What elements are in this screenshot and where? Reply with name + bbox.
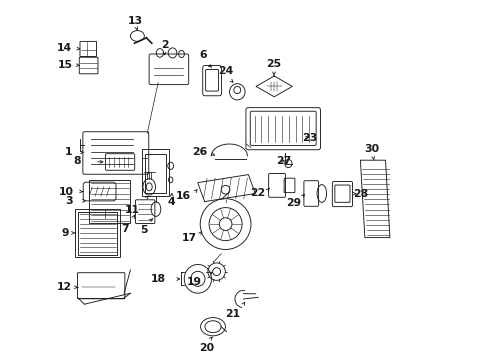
Text: 24: 24 bbox=[218, 66, 233, 76]
Text: 17: 17 bbox=[182, 233, 197, 243]
Text: 26: 26 bbox=[192, 147, 207, 157]
Text: 15: 15 bbox=[57, 60, 72, 70]
Text: 28: 28 bbox=[352, 189, 367, 199]
Text: 5: 5 bbox=[141, 225, 148, 235]
Text: 2: 2 bbox=[161, 40, 168, 50]
Text: 14: 14 bbox=[57, 43, 72, 53]
Text: 1: 1 bbox=[65, 147, 72, 157]
Text: 18: 18 bbox=[151, 274, 166, 284]
Text: 6: 6 bbox=[199, 50, 206, 60]
Bar bbox=[142, 149, 168, 196]
Text: 4: 4 bbox=[167, 197, 175, 207]
Text: 11: 11 bbox=[124, 205, 139, 215]
Text: 27: 27 bbox=[276, 156, 291, 166]
Bar bbox=[78, 212, 117, 255]
Text: 30: 30 bbox=[364, 144, 379, 154]
Text: 3: 3 bbox=[65, 196, 72, 206]
Text: 13: 13 bbox=[128, 16, 143, 26]
Text: 21: 21 bbox=[224, 309, 240, 319]
Text: 7: 7 bbox=[122, 224, 129, 234]
Text: 20: 20 bbox=[199, 343, 214, 353]
Text: 23: 23 bbox=[302, 132, 317, 143]
Text: 22: 22 bbox=[250, 188, 265, 198]
Text: 16: 16 bbox=[176, 191, 191, 201]
Bar bbox=[89, 180, 130, 223]
Text: 8: 8 bbox=[73, 156, 81, 166]
Text: 19: 19 bbox=[186, 277, 202, 287]
Bar bbox=[75, 209, 120, 257]
Text: 29: 29 bbox=[285, 198, 301, 208]
Text: 25: 25 bbox=[266, 59, 281, 69]
Bar bbox=[144, 154, 166, 193]
Text: 10: 10 bbox=[59, 186, 73, 197]
Text: 9: 9 bbox=[61, 228, 69, 238]
Text: 12: 12 bbox=[57, 282, 72, 292]
